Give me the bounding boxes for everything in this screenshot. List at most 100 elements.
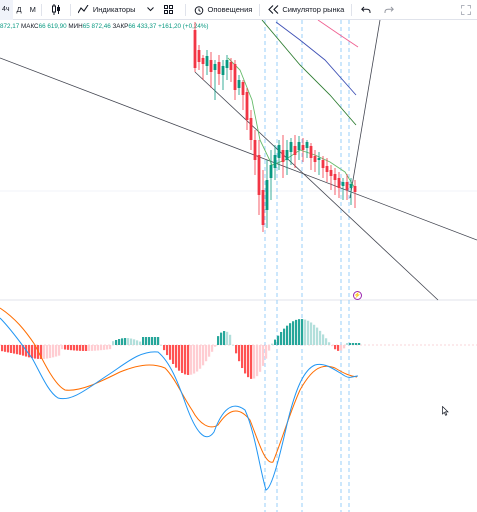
histogram-bar: [277, 335, 280, 345]
toolbar-divider: [69, 3, 71, 16]
replay-button[interactable]: Симулятор рынка: [264, 0, 347, 20]
histogram-bar: [13, 345, 16, 354]
candle-body: [353, 186, 357, 192]
toolbar-divider: [351, 3, 353, 16]
candle-body: [205, 56, 209, 66]
histogram-bar: [139, 341, 142, 345]
histogram-bar: [28, 345, 31, 358]
redo-icon: [383, 4, 395, 16]
histogram-bar: [358, 343, 361, 345]
histogram-bar: [187, 345, 190, 375]
toolbar-divider: [259, 3, 261, 16]
indicators-button[interactable]: Индикаторы: [75, 0, 139, 20]
candle-body: [329, 170, 333, 176]
interval-button[interactable]: 4ч: [0, 0, 13, 20]
period-day-label: Д: [16, 5, 22, 14]
histogram-bar: [46, 345, 49, 359]
expand-icon: [460, 4, 472, 16]
histogram-bar: [184, 345, 187, 375]
candle-body: [281, 150, 285, 162]
lightning-icon[interactable]: ⚡: [353, 291, 362, 300]
histogram-bar: [16, 345, 19, 355]
histogram-bar: [259, 345, 262, 372]
indicators-icon: [78, 4, 90, 16]
histogram-bar: [163, 345, 166, 351]
histogram-bar: [58, 345, 61, 356]
macd-lines: [0, 307, 359, 491]
templates-button[interactable]: [160, 0, 181, 20]
histogram-bar: [340, 345, 343, 351]
toolbar-divider: [184, 3, 186, 16]
alerts-button[interactable]: Оповещения: [190, 0, 256, 20]
candle-body: [301, 145, 305, 150]
chart-type-button[interactable]: [46, 0, 66, 20]
histogram-bar: [223, 331, 226, 345]
candle-body: [257, 155, 261, 195]
histogram-bar: [136, 340, 139, 345]
histogram-bar: [268, 345, 271, 351]
candle-body: [285, 150, 289, 160]
alarm-clock-icon: [193, 4, 205, 16]
candle-body: [313, 156, 317, 162]
candle-body: [305, 142, 309, 148]
candle-body: [337, 178, 341, 188]
histogram-bar: [1, 345, 4, 352]
histogram-bar: [295, 319, 298, 345]
legend-close-label: ЗАКР: [112, 23, 129, 30]
legend-close-value: 66 433,37: [128, 23, 157, 30]
histogram-bar: [322, 334, 325, 345]
candle-body: [237, 80, 241, 88]
histogram-bar: [229, 334, 232, 345]
histogram-bar: [208, 345, 211, 357]
price-chart-canvas[interactable]: [0, 20, 477, 512]
candle-body: [277, 145, 281, 158]
undo-button[interactable]: [356, 0, 379, 20]
candle-body: [317, 158, 321, 160]
histogram-bar: [343, 345, 346, 349]
candle-body: [197, 50, 201, 62]
redo-button[interactable]: [379, 0, 399, 20]
mouse-cursor-icon: [442, 403, 449, 421]
macd-histogram: [1, 319, 361, 379]
histogram-bar: [154, 337, 157, 345]
histogram-bar: [202, 345, 205, 366]
histogram-bar: [337, 345, 340, 351]
histogram-bar: [226, 331, 229, 345]
trend-lines: [0, 20, 477, 301]
histogram-bar: [121, 338, 124, 345]
histogram-bar: [157, 337, 160, 345]
indicators-label: Индикаторы: [92, 5, 136, 14]
histogram-bar: [214, 345, 217, 347]
fullscreen-button[interactable]: [455, 0, 477, 20]
histogram-bar: [346, 343, 349, 345]
histogram-bar: [97, 345, 100, 351]
histogram-bar: [196, 345, 199, 372]
histogram-bar: [283, 328, 286, 345]
histogram-bar: [106, 345, 109, 350]
histogram-bar: [301, 319, 304, 345]
histogram-bar: [247, 345, 250, 378]
alerts-label: Оповещения: [207, 5, 253, 14]
histogram-bar: [352, 343, 355, 345]
histogram-bar: [85, 345, 88, 351]
period-day-button[interactable]: Д: [13, 0, 26, 20]
histogram-bar: [49, 345, 52, 359]
candle-body: [269, 165, 273, 178]
histogram-bar: [316, 327, 319, 345]
histogram-bar: [244, 345, 247, 374]
legend-change: +161,20 (+0,24%): [158, 23, 209, 30]
histogram-bar: [313, 324, 316, 345]
period-month-button[interactable]: М: [26, 0, 40, 20]
histogram-bar: [190, 345, 193, 375]
indicators-dropdown-button[interactable]: [139, 0, 160, 20]
histogram-bar: [238, 345, 241, 362]
histogram-bar: [10, 345, 13, 353]
histogram-bar: [124, 338, 127, 345]
histogram-bar: [220, 332, 223, 345]
histogram-bar: [217, 336, 220, 345]
candle-body: [233, 64, 237, 90]
histogram-bar: [172, 345, 175, 364]
histogram-bar: [31, 345, 34, 359]
histogram-bar: [181, 345, 184, 373]
histogram-bar: [265, 345, 268, 359]
